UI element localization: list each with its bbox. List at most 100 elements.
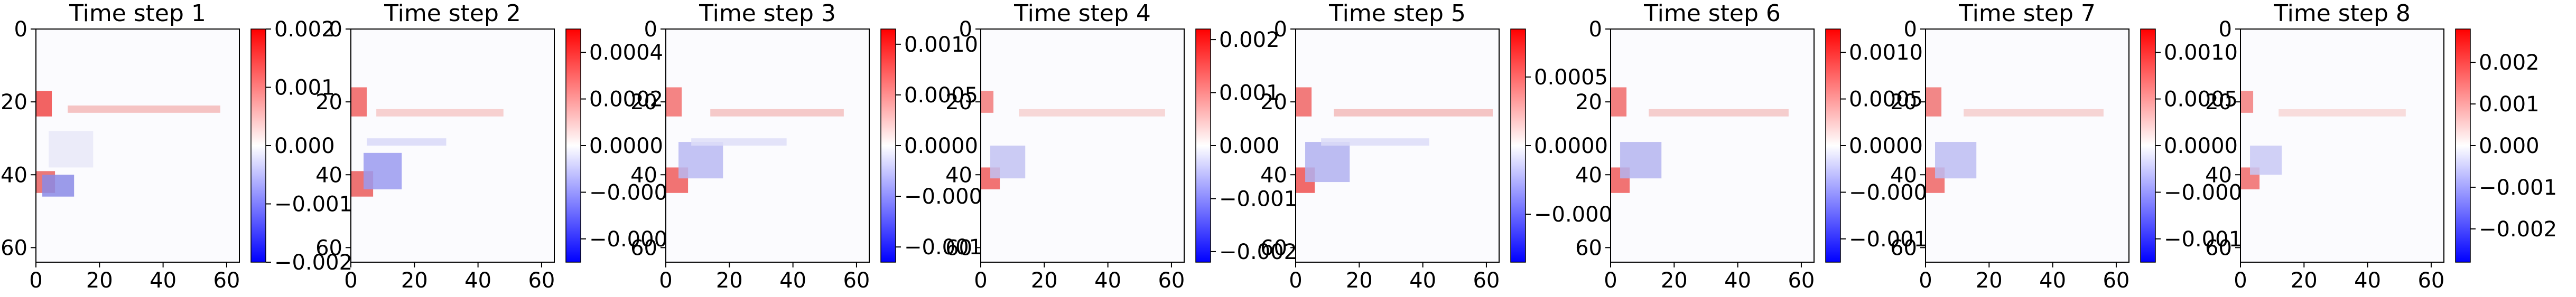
x-tick-label: 40 <box>1724 269 1751 293</box>
x-tick-label: 0 <box>344 269 357 293</box>
colorbar-tick-label: 0.0002 <box>589 88 663 112</box>
y-tick-label: 60 <box>1260 236 1287 260</box>
x-tick-label: 0 <box>1919 269 1932 293</box>
y-tick-label: 40 <box>1890 163 1917 187</box>
colorbar <box>880 28 896 263</box>
heatmap-feature <box>364 152 402 189</box>
colorbar-tick-label: 0.0000 <box>904 134 978 158</box>
heatmap-feature <box>1305 142 1350 183</box>
axes-frame <box>1610 28 1815 263</box>
x-tick-label: 60 <box>843 269 870 293</box>
y-tick-label: 0 <box>1274 17 1287 42</box>
axes-frame <box>1295 28 1500 263</box>
y-tick-label: 20 <box>315 90 342 114</box>
colorbar-tick-label: 0.0005 <box>2164 88 2238 112</box>
panel-title: Time step 1 <box>69 0 206 27</box>
heatmap-feature <box>1296 87 1312 117</box>
x-tick-label: 0 <box>974 269 987 293</box>
colorbar-tick-label: 0.0000 <box>1534 134 1608 158</box>
colorbar-tick-label: −0.002 <box>2479 217 2557 242</box>
y-tick-label: 40 <box>315 163 342 187</box>
y-tick-label: 0 <box>14 17 27 42</box>
x-tick-label: 60 <box>1788 269 1815 293</box>
y-tick-label: 20 <box>945 90 972 114</box>
heatmap-feature <box>1019 109 1165 117</box>
colorbar-tick-label: 0.001 <box>1219 81 1280 106</box>
heatmap-feature <box>1334 109 1493 117</box>
x-tick-label: 40 <box>1094 269 1121 293</box>
axes-frame <box>350 28 555 263</box>
colorbar-tick-label: −0.001 <box>2479 176 2557 200</box>
heatmap-feature <box>2279 109 2406 117</box>
colorbar-tick-label: 0.0000 <box>2164 134 2238 158</box>
x-tick-label: 40 <box>150 269 176 293</box>
y-tick-label: 0 <box>329 17 342 42</box>
y-tick-label: 60 <box>2205 236 2232 260</box>
heatmap-feature <box>367 138 447 146</box>
axes-frame <box>2240 28 2444 263</box>
heatmap-panel-8: Time step 80 20 40 600204060−0.002−0.0010.0… <box>2205 0 2557 293</box>
y-tick-label: 60 <box>1 236 27 260</box>
colorbar-tick-label: 0.002 <box>274 17 335 42</box>
heatmap-feature <box>990 146 1026 179</box>
x-tick-label: 20 <box>401 269 428 293</box>
heatmap-feature <box>981 91 994 113</box>
heatmap-feature <box>1926 87 1942 117</box>
x-tick-label: 20 <box>716 269 743 293</box>
x-tick-label: 0 <box>659 269 672 293</box>
colorbar <box>1825 28 1841 263</box>
colorbar-tick-label: 0.0004 <box>589 41 663 65</box>
heatmap-feature <box>351 87 367 117</box>
colorbar-tick-label: −0.001 <box>274 193 352 217</box>
x-tick-label: 20 <box>86 269 113 293</box>
x-tick-label: 20 <box>2291 269 2318 293</box>
y-tick-label: 0 <box>2219 17 2232 42</box>
y-tick-label: 20 <box>630 90 657 114</box>
x-tick-label: 0 <box>2234 269 2247 293</box>
panel-title: Time step 6 <box>1643 0 1781 27</box>
x-tick-label: 0 <box>1604 269 1617 293</box>
heatmap-feature <box>1321 138 1429 146</box>
axes-frame <box>1925 28 2129 263</box>
colorbar <box>2455 28 2471 263</box>
y-tick-label: 40 <box>1260 163 1287 187</box>
x-tick-label: 0 <box>29 269 42 293</box>
colorbar-tick-label: 0.0010 <box>904 33 978 57</box>
x-tick-label: 40 <box>464 269 491 293</box>
heatmap-panel-1: Time step 10 20 40 600204060−0.002−0.0010.0… <box>1 0 352 293</box>
y-tick-label: 20 <box>1575 90 1602 114</box>
colorbar-tick-label: 0.0000 <box>1849 134 1923 158</box>
colorbar <box>1510 28 1526 263</box>
heatmap-feature <box>1964 109 2104 117</box>
colorbar-tick-label: 0.002 <box>1219 28 1280 52</box>
colorbar-tick-label: 0.0005 <box>1534 65 1608 90</box>
colorbar <box>2140 28 2156 263</box>
panel-title: Time step 3 <box>699 0 836 27</box>
heatmap-feature <box>2250 146 2282 175</box>
panel-title: Time step 4 <box>1013 0 1151 27</box>
y-tick-label: 60 <box>1890 236 1917 260</box>
y-tick-label: 20 <box>1260 90 1287 114</box>
x-tick-label: 40 <box>2039 269 2066 293</box>
x-tick-label: 40 <box>779 269 806 293</box>
colorbar-tick-label: −0.002 <box>1219 240 1297 264</box>
heatmap-feature <box>691 138 787 146</box>
y-tick-label: 60 <box>1575 236 1602 260</box>
panel-title: Time step 7 <box>1958 0 2096 27</box>
colorbar-tick-label: 0.0010 <box>1849 41 1923 65</box>
heatmap-feature <box>49 131 94 168</box>
y-tick-label: 40 <box>1 163 27 187</box>
panel-title: Time step 5 <box>1328 0 1466 27</box>
axes-frame <box>665 28 870 263</box>
heatmap-feature <box>666 87 682 117</box>
x-tick-label: 40 <box>2354 269 2381 293</box>
axes-frame <box>980 28 1185 263</box>
heatmap-panel-5: Time step 50 20 40 600204060−0.00050.00000.… <box>1260 0 1625 293</box>
x-tick-label: 60 <box>1473 269 1500 293</box>
